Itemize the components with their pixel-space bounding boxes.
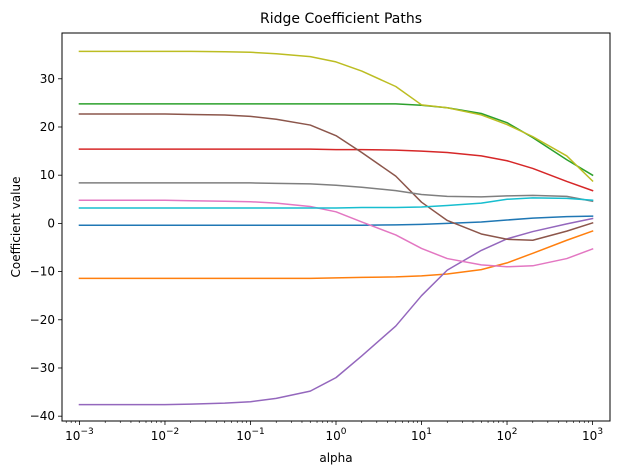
series-line-2 bbox=[78, 230, 594, 280]
series-line-6 bbox=[78, 113, 594, 241]
series-line-7 bbox=[78, 199, 594, 268]
x-tick-label: 100 bbox=[325, 427, 346, 443]
y-tick-label: 0 bbox=[47, 216, 55, 230]
x-tick-label: 10−3 bbox=[65, 427, 94, 443]
y-axis-label: Coefficient value bbox=[9, 177, 23, 278]
x-tick-label: 102 bbox=[497, 427, 518, 443]
y-tick-label: −20 bbox=[30, 313, 55, 327]
x-tick-label: 101 bbox=[411, 427, 432, 443]
x-tick-label: 10−2 bbox=[151, 427, 180, 443]
y-axis-ticks: −40 −30 −20 −10 0 10 20 30 bbox=[30, 72, 62, 423]
y-tick-label: 20 bbox=[40, 120, 55, 134]
x-tick-label: 103 bbox=[582, 427, 603, 443]
series-line-9 bbox=[78, 50, 594, 183]
series-line-10 bbox=[78, 197, 594, 209]
series-line-8 bbox=[78, 182, 594, 203]
chart-title: Ridge Coefficient Paths bbox=[260, 11, 422, 27]
series-lines bbox=[78, 50, 594, 406]
x-axis-ticks: 10−3 10−2 10−1 100 101 102 103 bbox=[65, 421, 603, 443]
y-tick-label: 10 bbox=[40, 168, 55, 182]
y-tick-label: −40 bbox=[30, 409, 55, 423]
x-tick-label: 10−1 bbox=[236, 427, 265, 443]
y-tick-label: −30 bbox=[30, 361, 55, 375]
plot-frame bbox=[61, 32, 611, 422]
series-line-4 bbox=[78, 148, 594, 192]
y-tick-label: −10 bbox=[30, 265, 55, 279]
y-tick-label: 30 bbox=[40, 72, 55, 86]
x-axis-label: alpha bbox=[319, 451, 352, 465]
series-line-5 bbox=[78, 217, 594, 406]
series-line-1 bbox=[78, 215, 594, 227]
series-line-3 bbox=[78, 103, 594, 177]
